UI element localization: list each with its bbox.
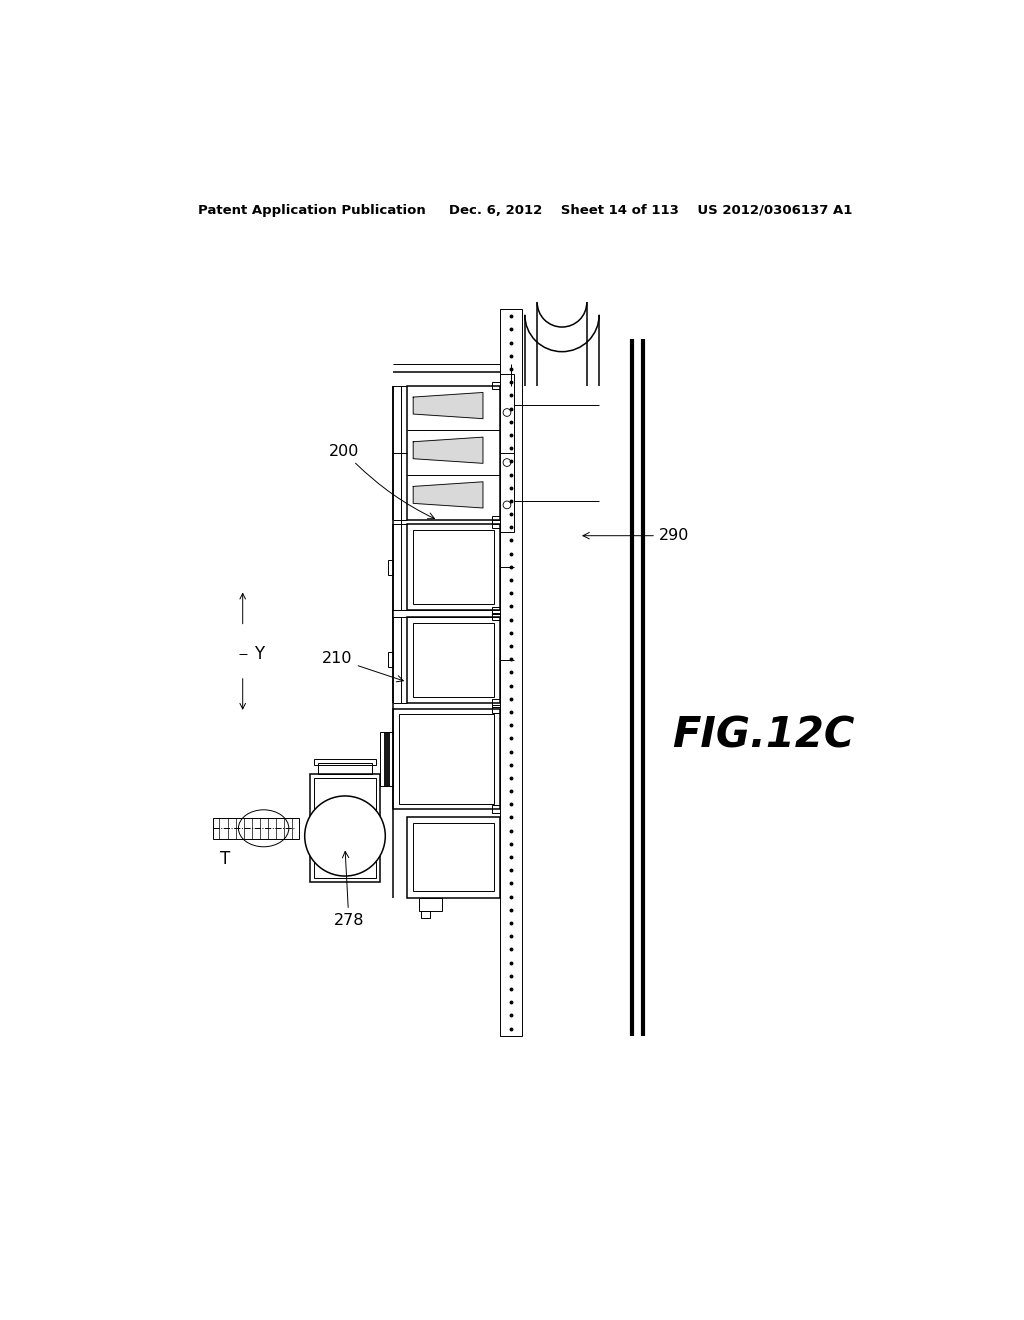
Bar (314, 779, 376, 878)
Circle shape (305, 796, 385, 876)
Bar (393, 709, 500, 809)
Bar (380, 733, 393, 785)
Bar (213, 817, 299, 840)
Bar (407, 616, 500, 702)
Bar (493, 516, 500, 524)
Circle shape (503, 458, 511, 466)
Bar (317, 763, 372, 775)
Polygon shape (414, 392, 483, 418)
Bar (493, 607, 500, 614)
Bar (407, 524, 500, 610)
Bar (407, 385, 500, 520)
Bar (493, 805, 500, 813)
Bar (391, 610, 500, 616)
Bar (414, 623, 494, 697)
Bar (399, 714, 494, 804)
Circle shape (503, 409, 511, 416)
Text: 200: 200 (329, 444, 434, 519)
Ellipse shape (239, 809, 289, 847)
Bar (493, 700, 500, 706)
Bar (388, 560, 393, 576)
Bar (500, 309, 521, 1036)
Bar (388, 652, 393, 668)
Text: T: T (220, 850, 230, 869)
Text: Y: Y (254, 644, 263, 663)
Bar (419, 898, 442, 911)
Circle shape (503, 502, 511, 508)
Bar (407, 817, 500, 898)
Bar (314, 759, 376, 766)
Bar (493, 520, 500, 528)
Bar (414, 531, 494, 605)
Polygon shape (414, 437, 483, 463)
Bar (493, 705, 500, 713)
Text: 210: 210 (323, 651, 403, 682)
Text: 278: 278 (334, 851, 365, 928)
Polygon shape (414, 482, 483, 508)
Text: 290: 290 (583, 528, 689, 544)
Bar (421, 911, 430, 917)
Bar (500, 374, 514, 532)
Bar (493, 381, 500, 389)
Text: Patent Application Publication     Dec. 6, 2012    Sheet 14 of 113    US 2012/03: Patent Application Publication Dec. 6, 2… (198, 205, 852, 218)
Bar (414, 822, 494, 891)
Bar (310, 775, 380, 882)
Text: FIG.12C: FIG.12C (673, 715, 855, 756)
Bar (493, 612, 500, 620)
